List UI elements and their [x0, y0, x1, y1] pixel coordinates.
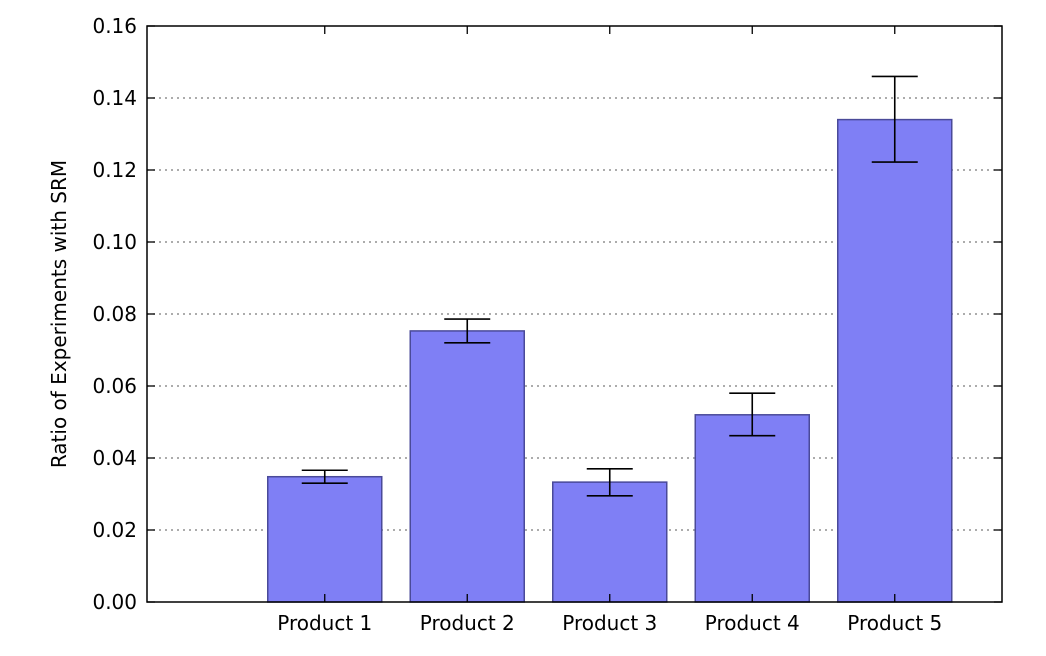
- axis-ticks: [147, 25, 1002, 603]
- bars: [267, 118, 953, 603]
- y-tick-label: 0.06: [92, 374, 137, 398]
- x-tick-label: Product 3: [562, 611, 657, 635]
- bar: [694, 414, 810, 603]
- y-tick-label: 0.10: [92, 230, 137, 254]
- y-tick-label: 0.08: [92, 302, 137, 326]
- error-bars: [301, 75, 918, 497]
- x-tick-label: Product 2: [420, 611, 515, 635]
- bar: [552, 481, 668, 603]
- x-tick-label: Product 1: [277, 611, 372, 635]
- y-tick-label: 0.00: [92, 590, 137, 614]
- x-tick-label: Product 4: [705, 611, 800, 635]
- bar: [837, 118, 953, 603]
- y-tick-label: 0.12: [92, 158, 137, 182]
- x-tick-label: Product 5: [847, 611, 942, 635]
- bar: [267, 475, 383, 603]
- tick-labels: 0.00 0.02 0.04 0.06 0.08 0.10 0.12 0.14 0.16 Prod…: [92, 14, 942, 635]
- y-tick-label: 0.02: [92, 518, 137, 542]
- bar: [409, 330, 525, 603]
- y-tick-label: 0.04: [92, 446, 137, 470]
- y-tick-label: 0.16: [92, 14, 137, 38]
- y-axis-label: Ratio of Experiments with SRM: [47, 160, 71, 468]
- y-tick-label: 0.14: [92, 86, 137, 110]
